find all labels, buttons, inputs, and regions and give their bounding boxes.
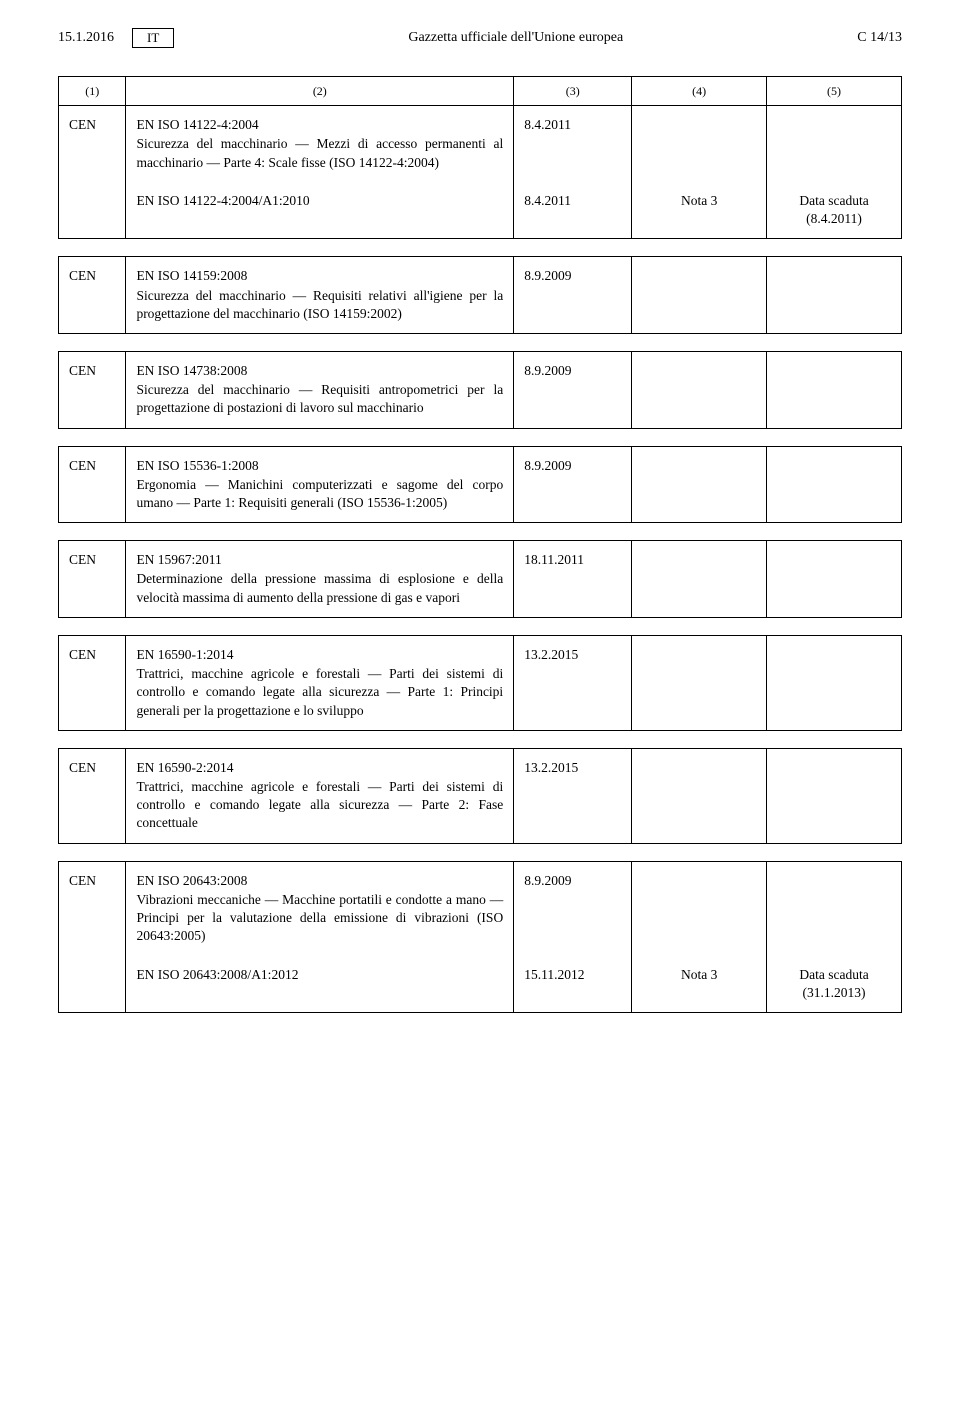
block-separator bbox=[59, 333, 902, 351]
cell-note: Nota 3 bbox=[632, 182, 767, 239]
cell-expiry: Data scaduta (31.1.2013) bbox=[767, 956, 902, 1013]
standards-table: (1)(2)(3)(4)(5)CENEN ISO 14122-4:2004Sic… bbox=[58, 76, 902, 1013]
col-header-4: (4) bbox=[632, 77, 767, 106]
standard-description: Sicurezza del macchinario — Requisiti re… bbox=[136, 287, 503, 323]
standard-code: EN 16590-2:2014 bbox=[136, 759, 503, 777]
standard-code: EN ISO 14122-4:2004 bbox=[136, 116, 503, 134]
cell-org: CEN bbox=[59, 351, 126, 428]
block-separator bbox=[59, 617, 902, 635]
cell-note bbox=[632, 446, 767, 523]
table-row: CENEN ISO 14738:2008Sicurezza del macchi… bbox=[59, 351, 902, 428]
table-row: CENEN 16590-1:2014Trattrici, macchine ag… bbox=[59, 635, 902, 730]
cell-standard: EN ISO 15536-1:2008Ergonomia — Manichini… bbox=[126, 446, 514, 523]
cell-date: 15.11.2012 bbox=[514, 956, 632, 1013]
standard-description: Trattrici, macchine agricole e forestali… bbox=[136, 778, 503, 833]
standard-code: EN ISO 14122-4:2004/A1:2010 bbox=[136, 192, 503, 210]
cell-expiry bbox=[767, 446, 902, 523]
cell-date: 8.9.2009 bbox=[514, 446, 632, 523]
block-separator bbox=[59, 843, 902, 861]
standard-description: Ergonomia — Manichini computerizzati e s… bbox=[136, 476, 503, 512]
standard-description: Determinazione della pressione massima d… bbox=[136, 570, 503, 606]
cell-standard: EN ISO 20643:2008/A1:2012 bbox=[126, 956, 514, 1013]
table-row: CENEN ISO 15536-1:2008Ergonomia — Manich… bbox=[59, 446, 902, 523]
cell-date: 8.9.2009 bbox=[514, 257, 632, 334]
standard-description: Sicurezza del macchinario — Mezzi di acc… bbox=[136, 135, 503, 171]
cell-expiry bbox=[767, 257, 902, 334]
cell-expiry bbox=[767, 748, 902, 843]
cell-date: 13.2.2015 bbox=[514, 635, 632, 730]
table-row: CENEN ISO 14122-4:2004Sicurezza del macc… bbox=[59, 106, 902, 182]
cell-standard: EN ISO 14122-4:2004Sicurezza del macchin… bbox=[126, 106, 514, 182]
cell-org bbox=[59, 182, 126, 239]
cell-standard: EN ISO 14159:2008 Sicurezza del macchinar… bbox=[126, 257, 514, 334]
table-row: EN ISO 14122-4:2004/A1:2010 8.4.2011Nota … bbox=[59, 182, 902, 239]
cell-date: 18.11.2011 bbox=[514, 541, 632, 618]
table-column-header: (1)(2)(3)(4)(5) bbox=[59, 77, 902, 106]
cell-org: CEN bbox=[59, 541, 126, 618]
cell-org: CEN bbox=[59, 635, 126, 730]
cell-note bbox=[632, 748, 767, 843]
standard-code: EN ISO 14159:2008 bbox=[136, 267, 503, 285]
cell-org: CEN bbox=[59, 748, 126, 843]
cell-standard: EN ISO 20643:2008Vibrazioni meccaniche —… bbox=[126, 861, 514, 955]
col-header-5: (5) bbox=[767, 77, 902, 106]
block-separator bbox=[59, 428, 902, 446]
cell-expiry bbox=[767, 106, 902, 182]
cell-date: 13.2.2015 bbox=[514, 748, 632, 843]
cell-expiry bbox=[767, 635, 902, 730]
cell-note bbox=[632, 861, 767, 955]
standard-code: EN ISO 15536-1:2008 bbox=[136, 457, 503, 475]
col-header-1: (1) bbox=[59, 77, 126, 106]
cell-expiry bbox=[767, 861, 902, 955]
cell-standard: EN 16590-1:2014Trattrici, macchine agric… bbox=[126, 635, 514, 730]
cell-org: CEN bbox=[59, 446, 126, 523]
standard-description: Sicurezza del macchinario — Requisiti an… bbox=[136, 381, 503, 417]
standard-code: EN 16590-1:2014 bbox=[136, 646, 503, 664]
cell-standard: EN 15967:2011Determinazione della pressi… bbox=[126, 541, 514, 618]
header-title: Gazzetta ufficiale dell'Unione europea bbox=[174, 30, 857, 46]
cell-expiry bbox=[767, 351, 902, 428]
cell-note: Nota 3 bbox=[632, 956, 767, 1013]
col-header-3: (3) bbox=[514, 77, 632, 106]
table-row: CEN EN ISO 14159:2008 Sicurezza del macchi… bbox=[59, 257, 902, 334]
cell-note bbox=[632, 351, 767, 428]
header-page: C 14/13 bbox=[857, 30, 902, 46]
cell-standard: EN ISO 14738:2008Sicurezza del macchinar… bbox=[126, 351, 514, 428]
cell-org bbox=[59, 956, 126, 1013]
standard-description: Vibrazioni meccaniche — Macchine portati… bbox=[136, 891, 503, 946]
header-date: 15.1.2016 bbox=[58, 30, 114, 46]
cell-date: 8.4.2011 bbox=[514, 106, 632, 182]
cell-date: 8.9.2009 bbox=[514, 351, 632, 428]
cell-note bbox=[632, 106, 767, 182]
col-header-2: (2) bbox=[126, 77, 514, 106]
table-row: CENEN 16590-2:2014Trattrici, macchine ag… bbox=[59, 748, 902, 843]
block-separator bbox=[59, 239, 902, 257]
standard-description: Trattrici, macchine agricole e forestali… bbox=[136, 665, 503, 720]
cell-org: CEN bbox=[59, 106, 126, 182]
standard-code: EN 15967:2011 bbox=[136, 551, 503, 569]
table-row: EN ISO 20643:2008/A1:2012 15.11.2012Nota … bbox=[59, 956, 902, 1013]
cell-standard: EN ISO 14122-4:2004/A1:2010 bbox=[126, 182, 514, 239]
block-separator bbox=[59, 523, 902, 541]
block-end bbox=[59, 1012, 902, 1013]
cell-standard: EN 16590-2:2014Trattrici, macchine agric… bbox=[126, 748, 514, 843]
cell-org: CEN bbox=[59, 257, 126, 334]
standard-code: EN ISO 20643:2008 bbox=[136, 872, 503, 890]
table-row: CENEN 15967:2011Determinazione della pre… bbox=[59, 541, 902, 618]
standard-code: EN ISO 14738:2008 bbox=[136, 362, 503, 380]
cell-expiry: Data scaduta (8.4.2011) bbox=[767, 182, 902, 239]
page-header: 15.1.2016 IT Gazzetta ufficiale dell'Uni… bbox=[58, 28, 902, 48]
cell-expiry bbox=[767, 541, 902, 618]
standard-code: EN ISO 20643:2008/A1:2012 bbox=[136, 966, 503, 984]
cell-date: 8.4.2011 bbox=[514, 182, 632, 239]
cell-note bbox=[632, 257, 767, 334]
cell-note bbox=[632, 635, 767, 730]
cell-org: CEN bbox=[59, 861, 126, 955]
cell-note bbox=[632, 541, 767, 618]
cell-date: 8.9.2009 bbox=[514, 861, 632, 955]
table-row: CENEN ISO 20643:2008Vibrazioni meccanich… bbox=[59, 861, 902, 955]
block-separator bbox=[59, 730, 902, 748]
header-lang: IT bbox=[132, 28, 174, 48]
